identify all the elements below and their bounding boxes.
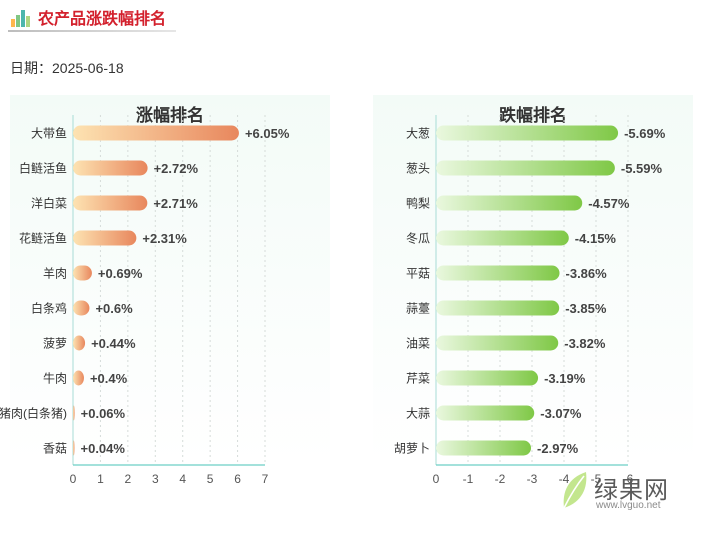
fall-category-label: 胡萝卜 bbox=[394, 442, 430, 456]
rise-bar bbox=[73, 405, 75, 421]
rise-value-label: +2.31% bbox=[142, 231, 187, 246]
rise-ranking-chart: 0 1 2 3 4 5 6 7 大带鱼 +6.05% 白鲢活鱼 +2.72% 洋白菜 +2.71% 花鲢活鱼… bbox=[0, 115, 290, 486]
rise-bar bbox=[73, 195, 148, 211]
fall-bar bbox=[436, 370, 539, 386]
fall-ranking-panel: 跌幅排名 0 -1 -2 -3 -4 -5 -6 大葱 -5.69% 葱头 -5.59% 鸭梨 -4.5… bbox=[373, 95, 693, 527]
rise-category-label: 白鲢活鱼 bbox=[19, 161, 67, 176]
rise-value-label: +2.72% bbox=[154, 161, 199, 176]
fall-category-label: 鸭梨 bbox=[406, 197, 430, 211]
rise-value-label: +0.44% bbox=[91, 336, 136, 351]
header: 农产品涨跌幅排名 bbox=[8, 2, 176, 32]
fall-x-tick-label: -6 bbox=[623, 472, 634, 486]
fall-category-label: 芹菜 bbox=[406, 372, 430, 386]
date-value: 2025-06-18 bbox=[52, 60, 124, 76]
leaf-logo-icon bbox=[563, 472, 587, 509]
rise-category-label: 花鲢活鱼 bbox=[19, 231, 67, 246]
fall-value-label: -4.15% bbox=[575, 231, 617, 246]
fall-bar bbox=[436, 300, 560, 316]
rise-bar bbox=[73, 440, 75, 456]
bar-chart-icon bbox=[11, 10, 30, 27]
fall-bar bbox=[436, 195, 583, 211]
fall-x-tick-label: -2 bbox=[495, 472, 506, 486]
rise-category-label: 菠萝 bbox=[43, 337, 67, 351]
rise-ranking-panel: 涨幅排名 0 1 2 3 4 5 6 7 大带鱼 +6.05% 白鲢活鱼 +2.72% 洋白菜 +2.71… bbox=[0, 95, 330, 527]
rise-value-label: +0.69% bbox=[98, 266, 143, 281]
date-row: 日期：2025-06-18 bbox=[10, 58, 124, 78]
fall-bar bbox=[436, 265, 560, 281]
watermark-name: 绿果网 bbox=[594, 476, 669, 504]
rise-bar bbox=[73, 125, 239, 141]
rise-bar bbox=[73, 370, 84, 386]
fall-x-tick-label: -5 bbox=[591, 472, 602, 486]
rise-category-label: 洋白菜 bbox=[31, 196, 67, 211]
rise-value-label: +0.06% bbox=[81, 406, 126, 421]
fall-value-label: -3.85% bbox=[565, 301, 607, 316]
fall-x-tick-label: -3 bbox=[527, 472, 538, 486]
rise-value-label: +0.6% bbox=[95, 301, 133, 316]
rise-x-tick-label: 5 bbox=[207, 472, 214, 486]
fall-category-label: 平菇 bbox=[406, 267, 430, 281]
rise-x-tick-label: 4 bbox=[179, 472, 186, 486]
rise-x-tick-label: 0 bbox=[70, 472, 77, 486]
rise-category-label: 大带鱼 bbox=[31, 127, 67, 141]
fall-category-label: 油菜 bbox=[406, 337, 430, 351]
date-label: 日期： bbox=[10, 60, 52, 76]
rise-value-label: +0.4% bbox=[90, 371, 128, 386]
watermark-url: www.lvguo.net bbox=[596, 500, 661, 511]
fall-category-label: 蒜薹 bbox=[406, 301, 430, 316]
fall-value-label: -5.69% bbox=[624, 126, 666, 141]
fall-bar bbox=[436, 440, 532, 456]
watermark: 绿果网 www.lvguo.net bbox=[560, 468, 700, 516]
fall-value-label: -2.97% bbox=[537, 441, 579, 456]
rise-category-label: 香菇 bbox=[43, 442, 67, 456]
rise-bar bbox=[73, 230, 137, 246]
fall-value-label: -5.59% bbox=[621, 161, 663, 176]
fall-x-tick-label: 0 bbox=[433, 472, 440, 486]
rise-category-label: 白条鸡 bbox=[31, 301, 67, 316]
fall-ranking-chart: 0 -1 -2 -3 -4 -5 -6 大葱 -5.69% 葱头 -5.59% 鸭梨 -4.57% 冬瓜 -… bbox=[394, 115, 666, 486]
rise-value-label: +6.05% bbox=[245, 126, 290, 141]
fall-bar bbox=[436, 230, 569, 246]
rise-category-label: 牛肉 bbox=[43, 371, 67, 386]
fall-value-label: -3.82% bbox=[564, 336, 606, 351]
fall-value-label: -3.07% bbox=[540, 406, 582, 421]
rise-x-tick-label: 1 bbox=[97, 472, 104, 486]
fall-bar bbox=[436, 335, 559, 351]
fall-chart-title: 跌幅排名 bbox=[499, 106, 567, 125]
fall-bar bbox=[436, 125, 619, 141]
fall-category-label: 葱头 bbox=[406, 162, 430, 176]
rise-x-tick-label: 7 bbox=[262, 472, 269, 486]
rise-value-label: +0.04% bbox=[81, 441, 126, 456]
fall-value-label: -3.86% bbox=[566, 266, 608, 281]
title-underline bbox=[8, 30, 176, 32]
rise-bar bbox=[73, 300, 90, 316]
fall-bar bbox=[436, 160, 615, 176]
fall-value-label: -4.57% bbox=[588, 196, 630, 211]
rise-value-label: +2.71% bbox=[153, 196, 198, 211]
rise-x-tick-label: 3 bbox=[152, 472, 159, 486]
rise-x-tick-label: 2 bbox=[125, 472, 132, 486]
fall-value-label: -3.19% bbox=[544, 371, 586, 386]
fall-category-label: 冬瓜 bbox=[406, 231, 430, 246]
rise-category-label: 猪肉(白条猪) bbox=[0, 406, 67, 421]
fall-category-label: 大葱 bbox=[406, 127, 430, 141]
rise-bar bbox=[73, 335, 86, 351]
fall-x-tick-label: -1 bbox=[463, 472, 474, 486]
fall-x-tick-label: -4 bbox=[559, 472, 570, 486]
rise-chart-title: 涨幅排名 bbox=[136, 106, 204, 125]
fall-category-label: 大蒜 bbox=[406, 407, 430, 421]
page-title: 农产品涨跌幅排名 bbox=[38, 11, 167, 28]
rise-category-label: 羊肉 bbox=[43, 266, 67, 281]
fall-bar bbox=[436, 405, 535, 421]
rise-x-tick-label: 6 bbox=[234, 472, 241, 486]
rise-bar bbox=[73, 265, 92, 281]
rise-bar bbox=[73, 160, 148, 176]
